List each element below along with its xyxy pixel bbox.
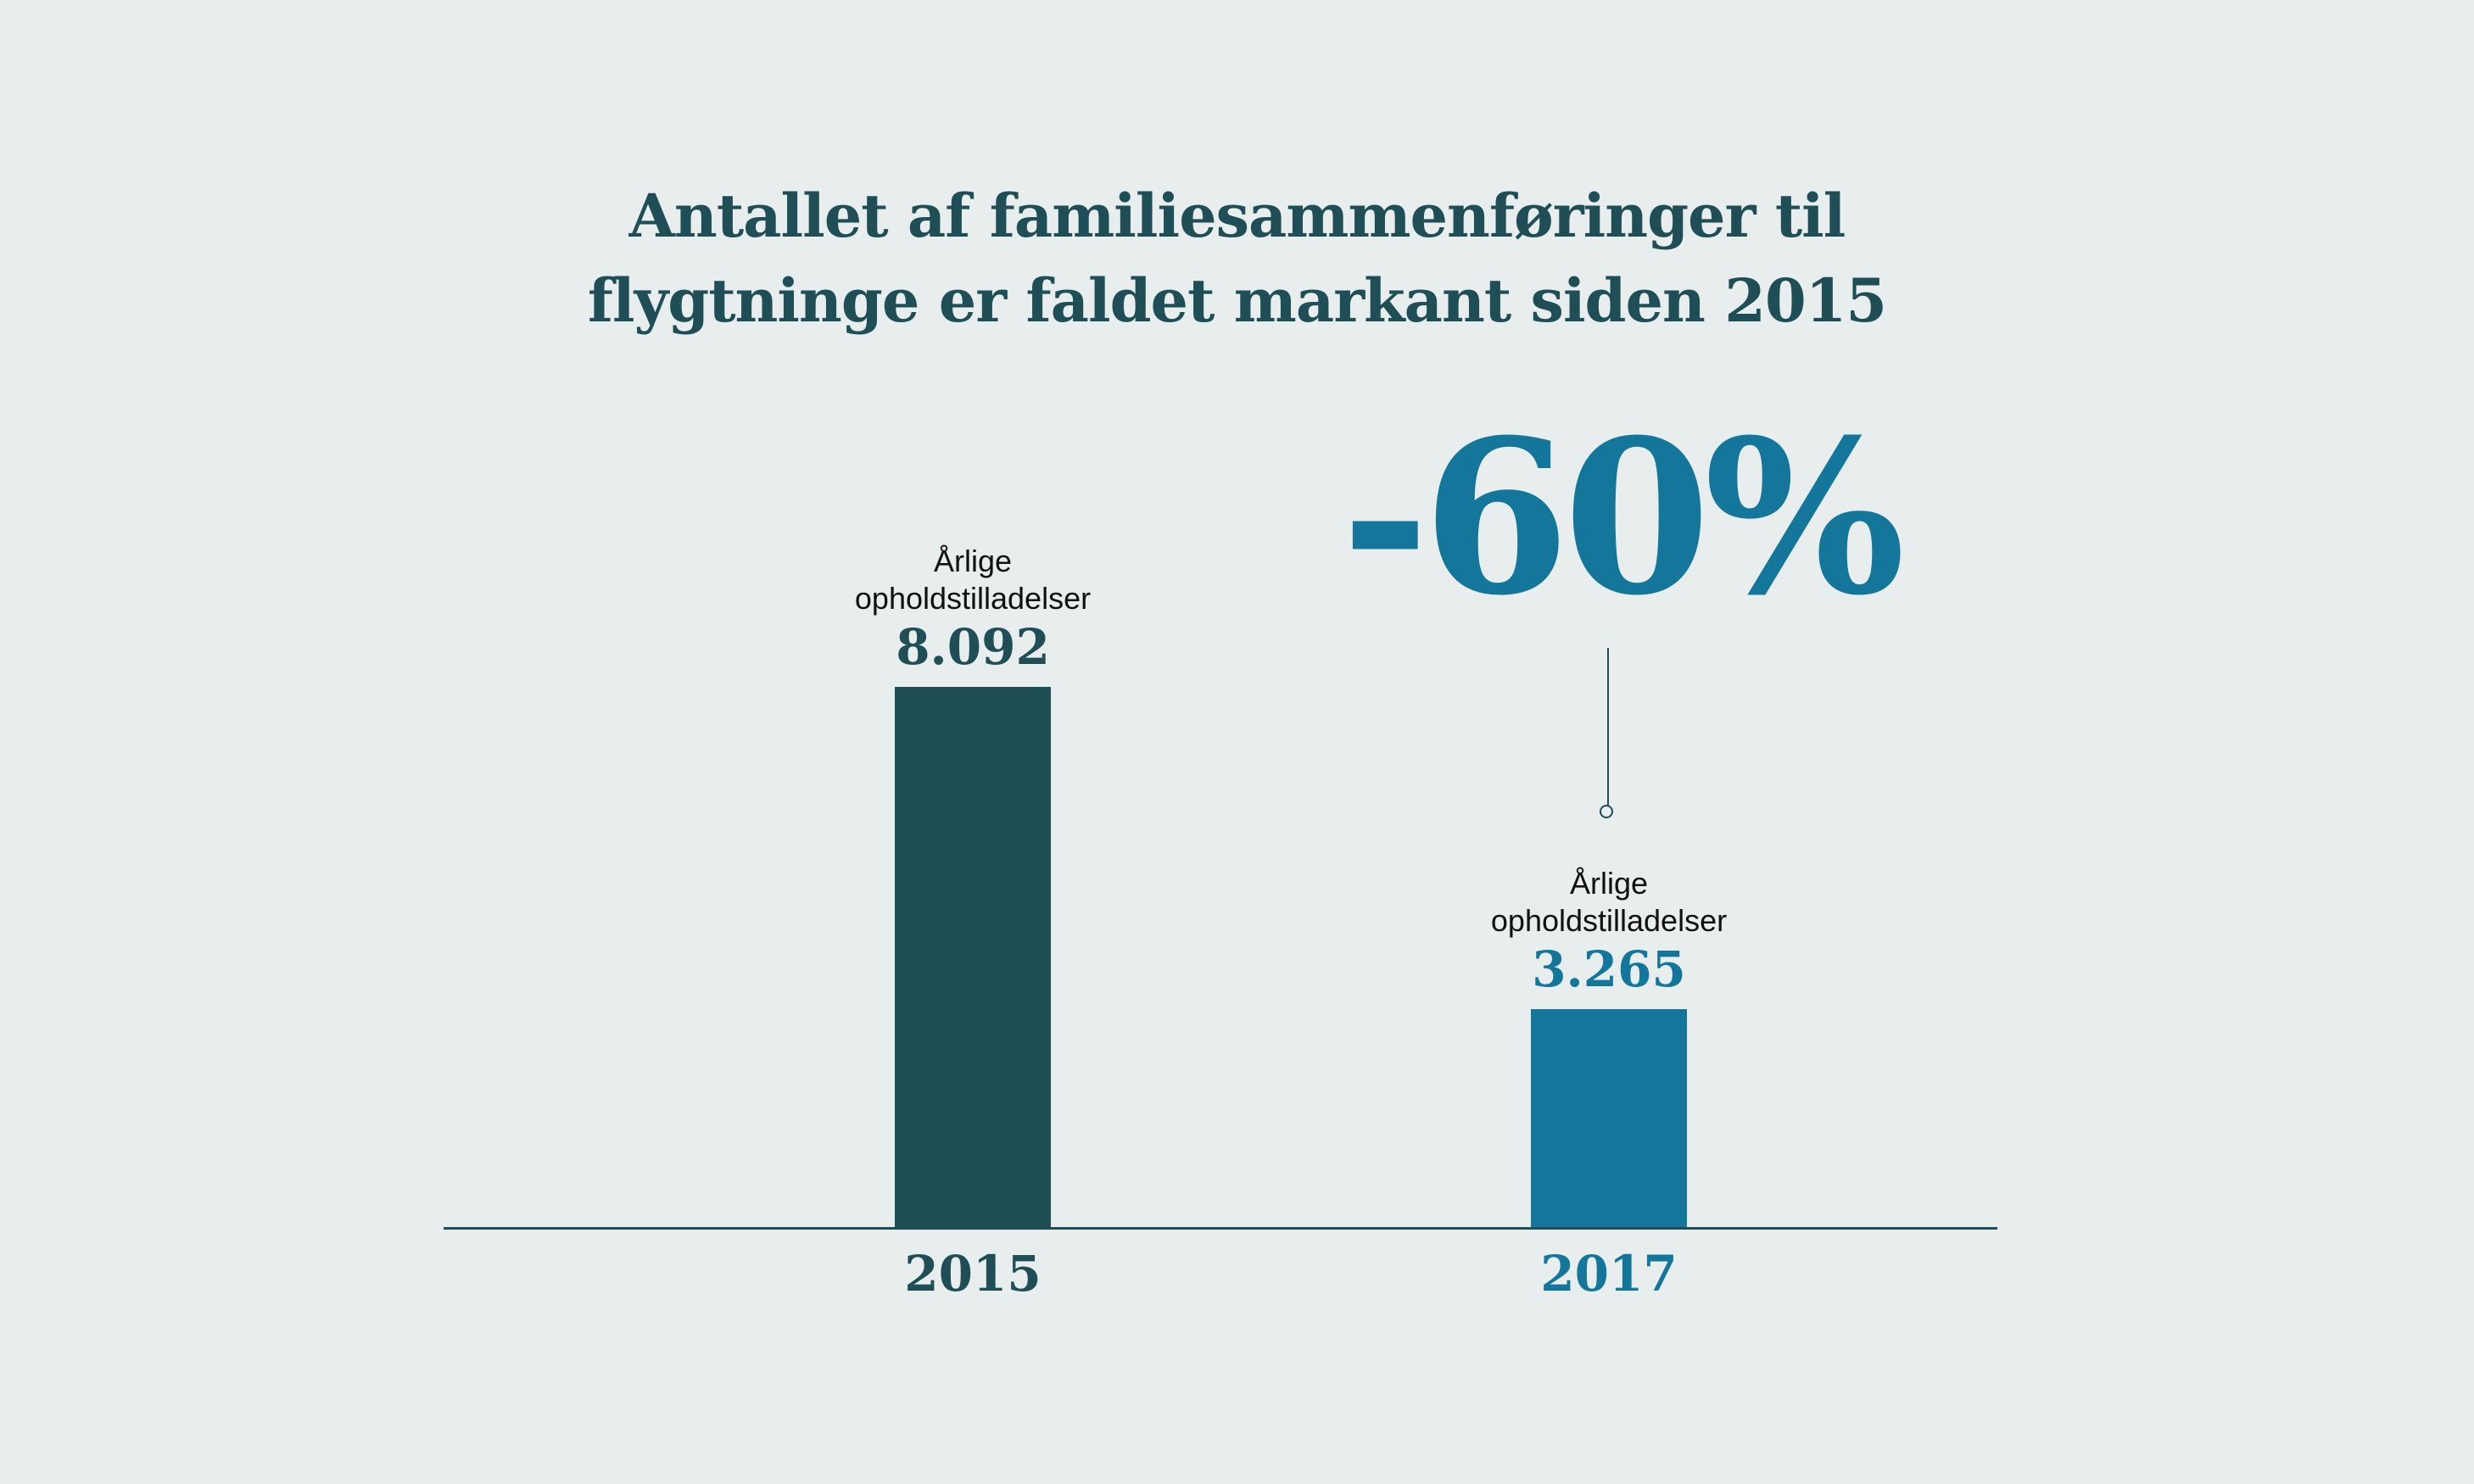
value-label-2017: 3.265 xyxy=(1532,940,1686,998)
value-label-2015: 8.092 xyxy=(896,618,1050,676)
bar-2017 xyxy=(1531,1009,1687,1227)
chart-title-line-2: flygtninge er faldet markant siden 2015 xyxy=(587,265,1887,336)
bar-caption-2017-line-1: Årlige xyxy=(1569,866,1649,901)
x-axis-line xyxy=(444,1227,1997,1230)
chart-title-line-1: Antallet af familiesammenføringer til xyxy=(628,181,1846,251)
bar-caption-2015-line-1: Årlige xyxy=(933,544,1013,578)
bar-caption-2017-line-2: opholdstilladelser xyxy=(1490,903,1728,938)
annotation-leader-dot xyxy=(1600,805,1613,818)
annotation-leader-line xyxy=(1607,648,1609,806)
bar-2015 xyxy=(895,687,1051,1227)
x-tick-label-2015: 2015 xyxy=(904,1245,1042,1303)
bar-caption-2015-line-2: opholdstilladelser xyxy=(854,581,1092,616)
x-tick-label-2017: 2017 xyxy=(1540,1245,1678,1303)
change-percentage-label: -60% xyxy=(1341,393,1905,642)
